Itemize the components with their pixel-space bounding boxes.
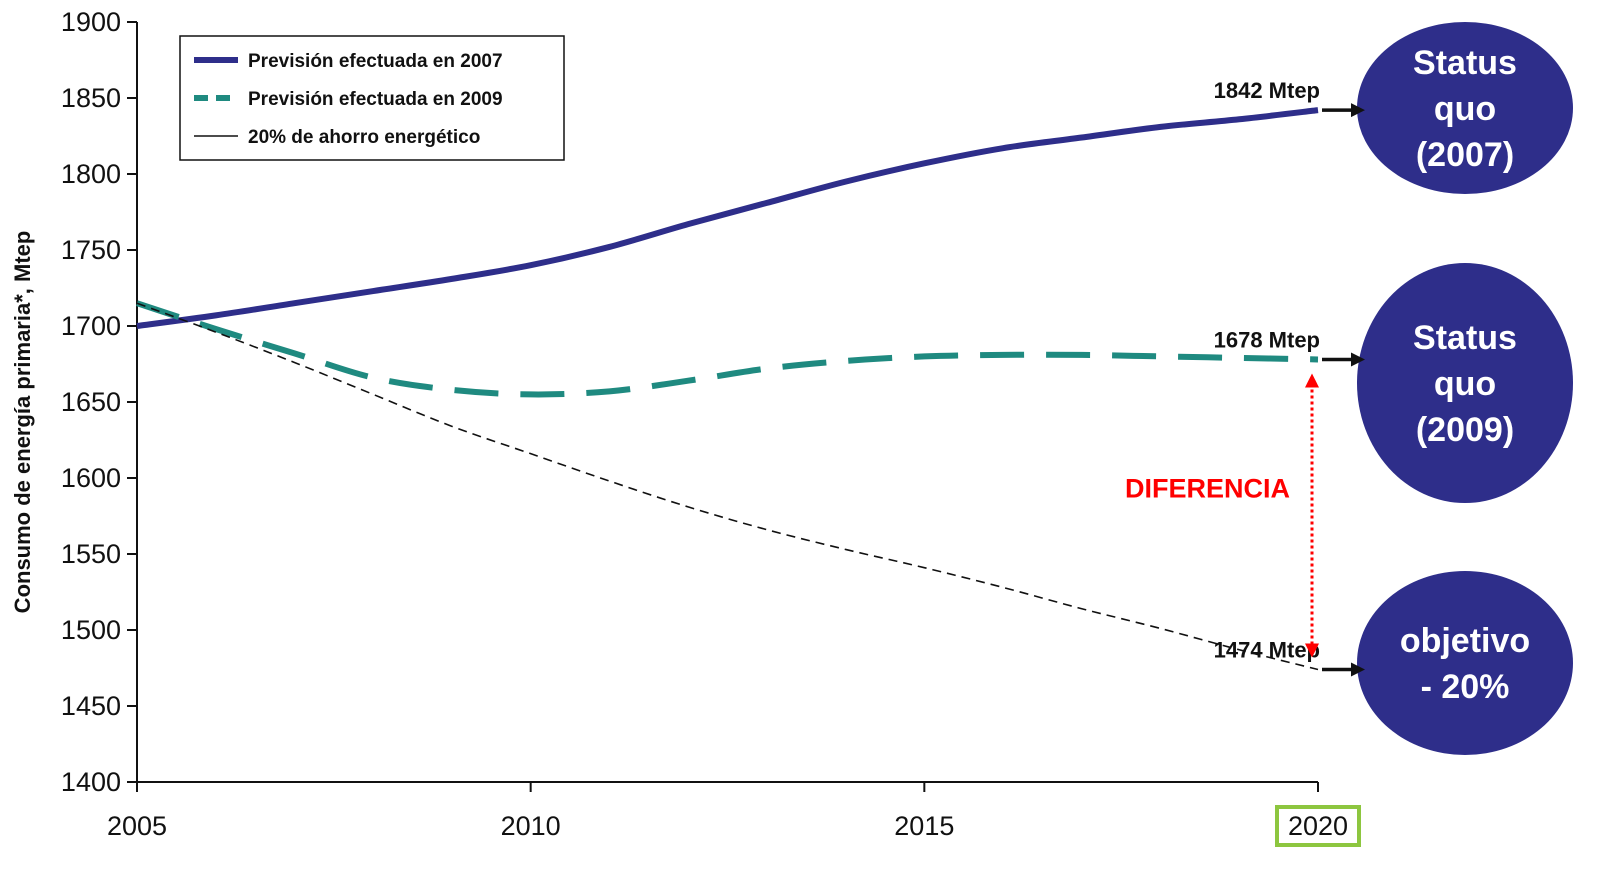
legend-box	[179, 35, 565, 161]
series-line-ahorro-20	[136, 302, 1319, 671]
y-tick-label: 1500	[61, 615, 121, 645]
y-tick-label: 1400	[61, 767, 121, 797]
legend-item-prevision-2009: Previsión efectuada en 2009	[194, 89, 503, 110]
bubble-text-line: objetivo	[1400, 622, 1530, 660]
annotations: 1842 Mtep 1678 Mtep 1474 Mtep DIFERENCIA	[1125, 78, 1365, 677]
bubble-text-line: quo	[1434, 90, 1496, 128]
series-layer	[136, 107, 1319, 671]
bubble-arrows	[1322, 103, 1365, 677]
bubble-status-quo-2007: Status quo (2007)	[1357, 22, 1573, 194]
series-line-prevision-2007	[136, 107, 1319, 329]
x-tick-label: 2010	[501, 811, 561, 841]
bubble-text-line: (2009)	[1416, 411, 1514, 449]
bubble-text-line: Status	[1413, 44, 1517, 82]
legend-label: 20% de ahorro energético	[248, 127, 480, 148]
bubble-shape	[1357, 263, 1573, 503]
series-line-prevision-2009	[136, 300, 1319, 398]
x-tick-label: 2020	[1288, 811, 1348, 841]
difference-arrow-head-up	[1305, 373, 1319, 388]
legend-items: Previsión efectuada en 2007 Previsión efe…	[194, 51, 503, 148]
end-label-2007: 1842 Mtep	[1214, 78, 1320, 103]
x-tick-label: 2015	[894, 811, 954, 841]
y-tick-label: 1600	[61, 463, 121, 493]
legend-item-ahorro-20: 20% de ahorro energético	[194, 127, 480, 148]
bubbles-layer: Status quo (2007) Status quo (2009) objetivo - …	[1357, 22, 1573, 755]
bubble-arrow-head	[1351, 103, 1365, 118]
x-ticks: 2005 2010 2015 2020	[107, 782, 1361, 847]
y-tick-label: 1800	[61, 159, 121, 189]
bubble-status-quo-2009: Status quo (2009)	[1357, 263, 1573, 503]
bubble-shape	[1357, 22, 1573, 194]
y-tick-label: 1450	[61, 691, 121, 721]
y-ticks: 1400 1450 1500 1550 1600 1650 1700 1750 1800 1850…	[61, 7, 137, 797]
legend-item-prevision-2007: Previsión efectuada en 2007	[194, 51, 503, 72]
end-label-target: 1474 Mtep	[1214, 638, 1320, 663]
bubble-objetivo: objetivo - 20%	[1357, 571, 1573, 755]
bubble-text-line: - 20%	[1421, 668, 1510, 706]
bubble-text-line: (2007)	[1416, 136, 1514, 174]
bubble-text-line: Status	[1413, 319, 1517, 357]
y-tick-label: 1850	[61, 83, 121, 113]
bubble-text-line: quo	[1434, 365, 1496, 403]
axes: 1400 1450 1500 1550 1600 1650 1700 1750 1800 1850…	[10, 7, 1361, 847]
difference-label: DIFERENCIA	[1125, 473, 1290, 503]
difference-arrow	[1305, 373, 1319, 658]
legend: Previsión efectuada en 2007 Previsión efe…	[179, 35, 565, 161]
y-tick-label: 1900	[61, 7, 121, 37]
x-tick-highlight-box	[1275, 805, 1361, 847]
bubble-arrow-head	[1351, 352, 1365, 367]
y-tick-label: 1750	[61, 235, 121, 265]
bubble-shape	[1357, 571, 1573, 755]
legend-label: Previsión efectuada en 2009	[248, 89, 503, 110]
y-tick-label: 1650	[61, 387, 121, 417]
end-label-2009: 1678 Mtep	[1214, 327, 1320, 352]
y-tick-label: 1700	[61, 311, 121, 341]
y-tick-label: 1550	[61, 539, 121, 569]
difference-arrow-head-down	[1305, 643, 1319, 658]
bubble-arrow-head	[1351, 662, 1365, 677]
x-tick-label: 2005	[107, 811, 167, 841]
legend-label: Previsión efectuada en 2007	[248, 51, 503, 72]
y-axis-label: Consumo de energía primaria*, Mtep	[10, 231, 35, 614]
